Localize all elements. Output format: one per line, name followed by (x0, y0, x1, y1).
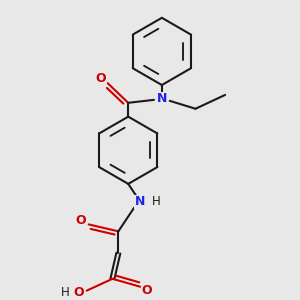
Text: N: N (135, 195, 145, 208)
Text: N: N (157, 92, 167, 105)
Text: H: H (152, 195, 160, 208)
Text: O: O (142, 284, 152, 297)
Text: O: O (95, 72, 106, 85)
Text: H: H (61, 286, 69, 299)
Text: O: O (74, 286, 84, 299)
Text: O: O (76, 214, 86, 227)
